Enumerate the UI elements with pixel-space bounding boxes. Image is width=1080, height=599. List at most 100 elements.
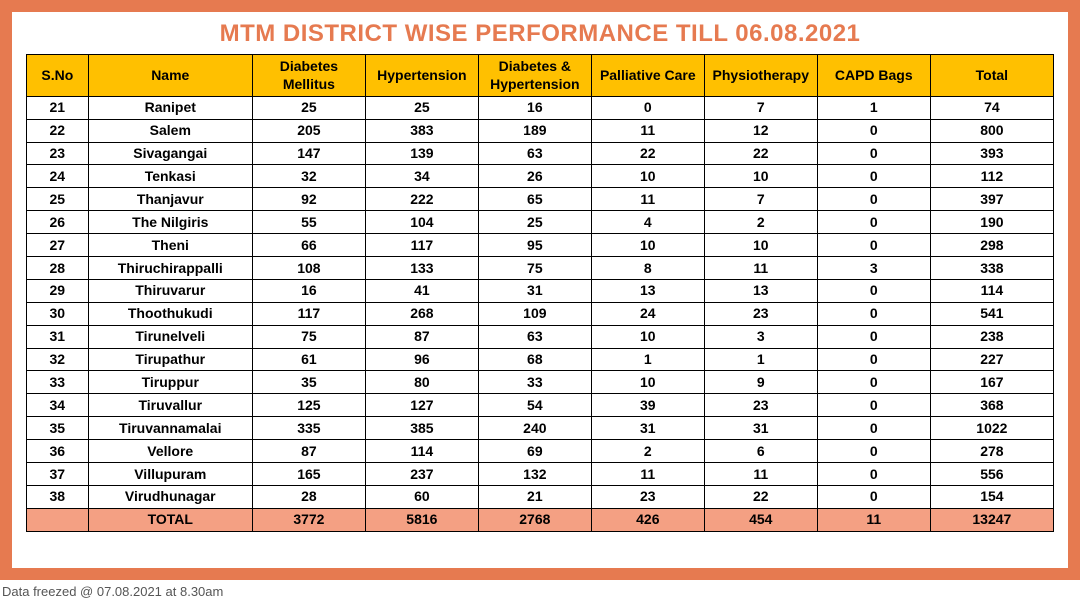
table-cell: 26: [478, 165, 591, 188]
table-row: 33Tiruppur3580331090167: [27, 371, 1054, 394]
table-cell: Tiruvallur: [88, 394, 252, 417]
table-cell: 39: [591, 394, 704, 417]
table-total-cell: [27, 508, 89, 531]
table-cell: 75: [478, 257, 591, 280]
table-cell: 132: [478, 463, 591, 486]
table-row: 34Tiruvallur1251275439230368: [27, 394, 1054, 417]
table-cell: Vellore: [88, 440, 252, 463]
table-cell: 1: [704, 348, 817, 371]
table-cell: 238: [930, 325, 1053, 348]
table-cell: 33: [27, 371, 89, 394]
table-cell: 92: [252, 188, 365, 211]
table-cell: 368: [930, 394, 1053, 417]
table-cell: 108: [252, 257, 365, 280]
table-header-row: S.NoNameDiabetes MellitusHypertensionDia…: [27, 55, 1054, 97]
table-cell: 112: [930, 165, 1053, 188]
table-cell: 4: [591, 211, 704, 234]
table-cell: 29: [27, 279, 89, 302]
table-cell: 8: [591, 257, 704, 280]
table-total-cell: 11: [817, 508, 930, 531]
table-cell: 0: [817, 234, 930, 257]
table-header-cell: Diabetes Mellitus: [252, 55, 365, 97]
table-cell: 54: [478, 394, 591, 417]
table-cell: 0: [817, 119, 930, 142]
table-cell: 23: [704, 302, 817, 325]
table-cell: Thiruchirappalli: [88, 257, 252, 280]
table-cell: 114: [930, 279, 1053, 302]
table-cell: 9: [704, 371, 817, 394]
table-cell: 25: [252, 96, 365, 119]
table-total-cell: TOTAL: [88, 508, 252, 531]
table-cell: Thoothukudi: [88, 302, 252, 325]
table-cell: 31: [704, 417, 817, 440]
table-cell: 385: [365, 417, 478, 440]
table-cell: 80: [365, 371, 478, 394]
table-cell: 3: [704, 325, 817, 348]
table-cell: 0: [817, 371, 930, 394]
table-cell: 0: [817, 440, 930, 463]
table-cell: 338: [930, 257, 1053, 280]
table-cell: 1022: [930, 417, 1053, 440]
table-cell: 0: [817, 325, 930, 348]
table-cell: 21: [27, 96, 89, 119]
table-cell: 28: [27, 257, 89, 280]
table-cell: 0: [591, 96, 704, 119]
table-cell: 41: [365, 279, 478, 302]
table-cell: 69: [478, 440, 591, 463]
table-cell: 114: [365, 440, 478, 463]
table-cell: 12: [704, 119, 817, 142]
table-cell: 189: [478, 119, 591, 142]
table-cell: 23: [27, 142, 89, 165]
table-row: 27Theni661179510100298: [27, 234, 1054, 257]
table-cell: 205: [252, 119, 365, 142]
table-cell: 13: [591, 279, 704, 302]
table-cell: 63: [478, 142, 591, 165]
table-cell: 7: [704, 96, 817, 119]
table-cell: 104: [365, 211, 478, 234]
table-cell: 541: [930, 302, 1053, 325]
table-cell: 66: [252, 234, 365, 257]
table-cell: 397: [930, 188, 1053, 211]
table-row: 24Tenkasi32342610100112: [27, 165, 1054, 188]
table-cell: 11: [704, 463, 817, 486]
table-cell: Tirunelveli: [88, 325, 252, 348]
table-cell: 117: [252, 302, 365, 325]
table-row: 23Sivagangai1471396322220393: [27, 142, 1054, 165]
table-cell: 32: [252, 165, 365, 188]
table-header-cell: S.No: [27, 55, 89, 97]
table-cell: 0: [817, 279, 930, 302]
table-cell: 35: [252, 371, 365, 394]
table-cell: 31: [478, 279, 591, 302]
table-cell: 383: [365, 119, 478, 142]
table-row: 35Tiruvannamalai335385240313101022: [27, 417, 1054, 440]
table-row: 28Thiruchirappalli108133758113338: [27, 257, 1054, 280]
table-cell: 298: [930, 234, 1053, 257]
table-cell: 23: [704, 394, 817, 417]
table-cell: 227: [930, 348, 1053, 371]
table-cell: Thiruvarur: [88, 279, 252, 302]
table-cell: 31: [591, 417, 704, 440]
table-cell: 0: [817, 302, 930, 325]
table-cell: Tirupathur: [88, 348, 252, 371]
table-cell: Sivagangai: [88, 142, 252, 165]
table-cell: 268: [365, 302, 478, 325]
table-cell: 2: [704, 211, 817, 234]
table-cell: 109: [478, 302, 591, 325]
table-cell: 34: [27, 394, 89, 417]
table-cell: 7: [704, 188, 817, 211]
table-cell: 10: [591, 325, 704, 348]
table-total-cell: 5816: [365, 508, 478, 531]
report-frame: MTM DISTRICT WISE PERFORMANCE TILL 06.08…: [0, 0, 1080, 580]
table-cell: 237: [365, 463, 478, 486]
table-row: 21Ranipet25251607174: [27, 96, 1054, 119]
table-total-cell: 426: [591, 508, 704, 531]
table-cell: 0: [817, 463, 930, 486]
table-cell: 33: [478, 371, 591, 394]
table-cell: 24: [27, 165, 89, 188]
table-cell: Salem: [88, 119, 252, 142]
table-cell: 10: [704, 234, 817, 257]
table-header-cell: Name: [88, 55, 252, 97]
table-cell: 34: [365, 165, 478, 188]
table-cell: 24: [591, 302, 704, 325]
table-row: 36Vellore8711469260278: [27, 440, 1054, 463]
